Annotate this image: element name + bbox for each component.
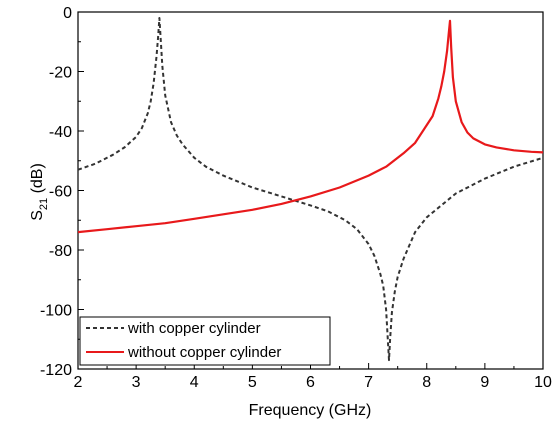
x-tick-label: 2 — [74, 374, 83, 391]
y-axis-title-main: S — [29, 210, 46, 221]
x-tick-label: 3 — [132, 374, 141, 391]
series-line-without-copper — [77, 19, 544, 234]
series-layer — [77, 17, 544, 362]
axes — [77, 11, 544, 370]
y-axis-title: S21 (dB) — [29, 163, 50, 221]
y-tick-label: -40 — [49, 124, 72, 141]
x-tick-label: 7 — [364, 374, 373, 391]
y-axis-title-unit: (dB) — [29, 163, 46, 198]
legend-box — [79, 316, 331, 366]
x-tick-label: 5 — [248, 374, 257, 391]
x-tick-label: 6 — [306, 374, 315, 391]
y-tick-label: -100 — [40, 303, 72, 320]
x-tick-label: 9 — [480, 374, 489, 391]
x-tick-label: 8 — [422, 374, 431, 391]
series-line-with-copper — [77, 17, 544, 362]
legend-label-with-copper: with copper cylinder — [127, 320, 261, 337]
plot-frame — [77, 11, 544, 370]
y-tick-label: -20 — [49, 65, 72, 82]
y-tick-label: -120 — [40, 362, 72, 379]
tick-labels: 2 3 4 5 6 7 8 9 10 0 -20 -40 -60 -80 -100 -120 — [40, 5, 552, 391]
y-axis-title-subscript: 21 — [38, 198, 50, 210]
x-tick-label: 4 — [190, 374, 199, 391]
legend-label-without-copper: without copper cylinder — [127, 344, 281, 361]
y-tick-label: -80 — [49, 243, 72, 260]
y-tick-label: 0 — [63, 5, 72, 22]
y-tick-label: -60 — [49, 184, 72, 201]
x-tick-label: 10 — [534, 374, 552, 391]
x-axis-title: Frequency (GHz) — [249, 402, 372, 419]
legend: with copper cylinder without copper cyli… — [79, 316, 331, 366]
